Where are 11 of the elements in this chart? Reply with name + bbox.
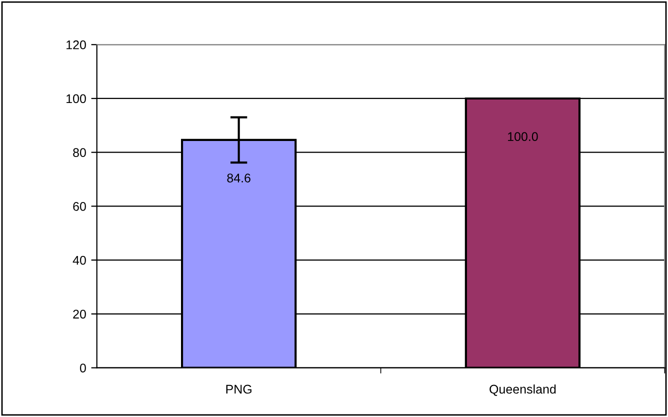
y-tick-label: 100 — [66, 94, 86, 104]
data-label: 84.6 — [227, 174, 250, 182]
y-tick-label: 80 — [73, 148, 86, 157]
y-tick-label: 40 — [72, 256, 86, 265]
y-tick-label: 0 — [80, 364, 86, 372]
y-tick-label: 60 — [73, 202, 86, 211]
x-tick-label: PNG — [226, 384, 252, 394]
x-tick-label: Queensland — [490, 384, 556, 396]
y-tick-label: 20 — [73, 310, 86, 319]
data-label: 100.0 — [508, 132, 538, 141]
y-tick-label: 120 — [66, 40, 86, 50]
